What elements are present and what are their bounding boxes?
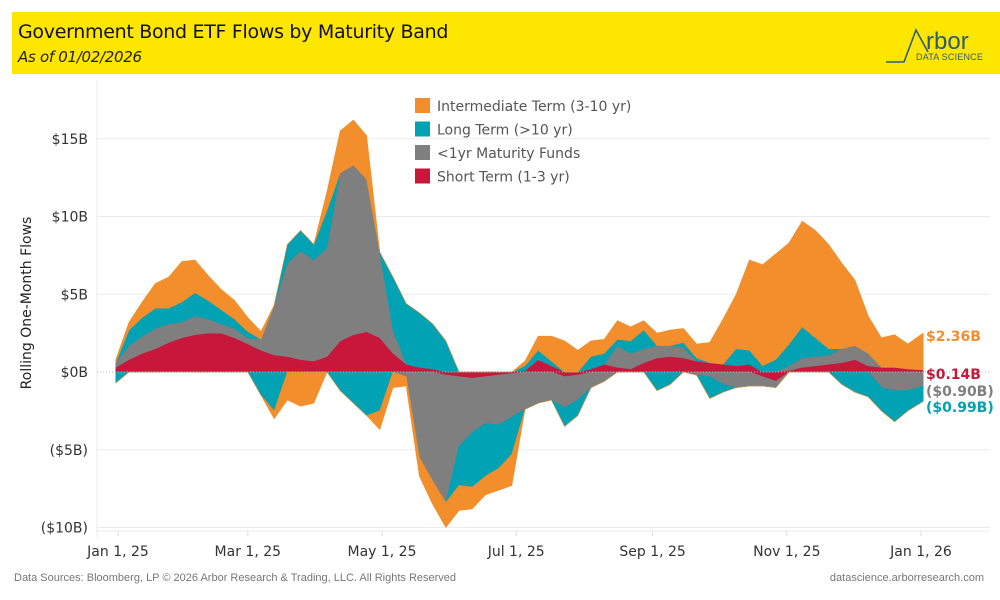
chart-subtitle: As of 01/02/2026 [18,48,142,66]
arbor-logo: rbor DATA SCIENCE [882,22,992,70]
end-value-label: $0.14B [926,367,981,383]
end-value-label: ($0.99B) [926,400,994,416]
legend: Intermediate Term (3-10 yr) Long Term (>1… [415,98,631,186]
arbor-logo-icon [886,28,929,63]
x-tick-label: Jan 1, 26 [889,544,952,560]
y-tick-label: $5B [61,287,88,303]
end-value-label: $2.36B [926,329,981,345]
y-tick-label: $0B [61,365,88,381]
data-source-footer: Data Sources: Bloomberg, LP © 2026 Arbor… [14,572,457,584]
y-tick-label: $15B [52,132,88,148]
legend-swatch [415,98,430,113]
x-tick-label: Jan 1, 25 [86,544,149,560]
x-axis: Jan 1, 25 Mar 1, 25 May 1, 25 Jul 1, 25 Sep … [86,531,952,560]
end-labels: $2.36B $0.14B($0.90B)($0.99B) [926,329,994,416]
y-tick-label: ($5B) [50,443,88,459]
legend-swatch [415,121,430,137]
y-tick-label: $10B [52,210,88,226]
area-positive-intermediate-term-3-10-yr [115,119,924,373]
legend-label: Short Term (1-3 yr) [437,170,570,186]
y-axis-title: Rolling One-Month Flows [19,217,35,390]
website-link[interactable]: datascience.arborresearch.com [829,572,984,584]
y-axis: $15B $10B $5B $0B ($5B) ($10B) [41,132,88,537]
x-tick-label: Mar 1, 25 [215,544,282,560]
legend-label: Intermediate Term (3-10 yr) [437,99,631,115]
logo-word: rbor [926,28,969,55]
y-tick-label: ($10B) [41,521,88,537]
legend-label: Long Term (>10 yr) [437,123,573,139]
x-tick-label: May 1, 25 [347,544,416,560]
legend-label: <1yr Maturity Funds [437,146,580,162]
header-banner: Government Bond ETF Flows by Maturity Ba… [12,12,1000,74]
end-value-label: ($0.90B) [926,384,994,400]
chart-title: Government Bond ETF Flows by Maturity Ba… [18,21,449,43]
x-tick-label: Nov 1, 25 [753,544,820,560]
legend-swatch [415,168,430,184]
logo-subtext: DATA SCIENCE [916,52,984,62]
x-tick-label: Jul 1, 25 [487,544,545,560]
stacked-areas [115,119,924,529]
legend-swatch [415,145,430,160]
x-tick-label: Sep 1, 25 [619,544,685,560]
